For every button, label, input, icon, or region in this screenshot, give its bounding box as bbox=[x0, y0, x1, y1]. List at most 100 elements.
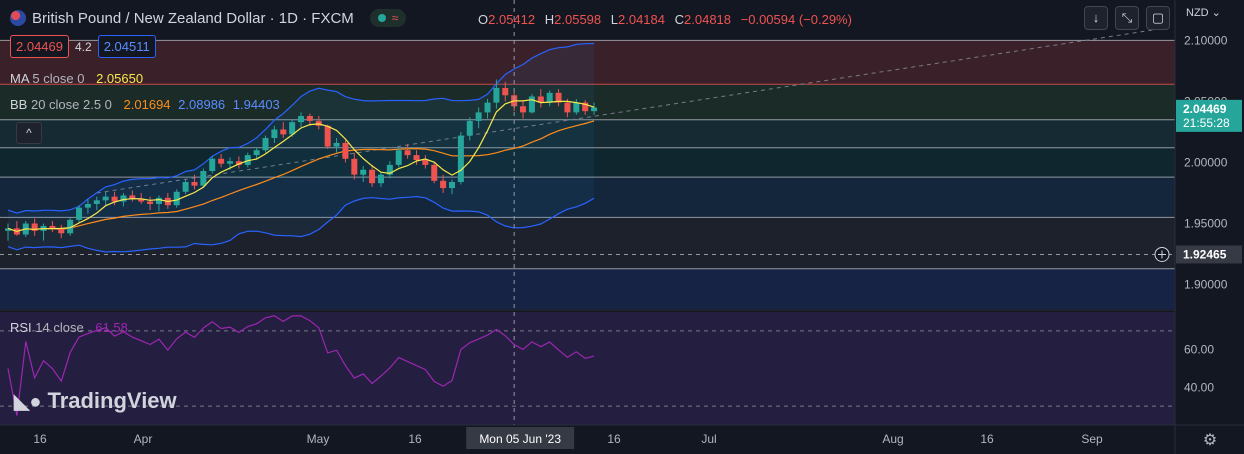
time-tick-label: 16 bbox=[980, 432, 994, 446]
candle-body bbox=[147, 201, 154, 204]
candle-body bbox=[200, 170, 207, 186]
candle bbox=[253, 147, 260, 159]
candle-body bbox=[555, 92, 562, 103]
candle-body bbox=[466, 120, 473, 136]
candle-body bbox=[395, 150, 402, 165]
candle bbox=[31, 218, 38, 236]
candle-body bbox=[253, 150, 260, 156]
candle bbox=[333, 138, 340, 153]
time-tick-label: 16 bbox=[408, 432, 422, 446]
candle-body bbox=[377, 174, 384, 184]
candle bbox=[111, 191, 118, 206]
market-status-pill[interactable]: ≈ bbox=[369, 9, 407, 27]
candle bbox=[235, 156, 242, 169]
collapse-legend-button[interactable]: ^ bbox=[16, 122, 42, 144]
candle-body bbox=[129, 195, 136, 200]
gear-icon[interactable]: ⚙ bbox=[1202, 432, 1218, 449]
candle bbox=[76, 205, 83, 223]
candle-body bbox=[333, 142, 340, 147]
candle-body bbox=[573, 102, 580, 113]
buy-price-button[interactable]: 2.04511 bbox=[97, 35, 156, 58]
symbol-title[interactable]: British Pound / New Zealand Dollar · 1D … bbox=[10, 9, 407, 27]
tradingview-logo[interactable]: ◣● TradingView bbox=[14, 388, 177, 414]
candle bbox=[200, 168, 207, 189]
rsi-value: 61.58 bbox=[95, 320, 128, 335]
candle-body bbox=[49, 225, 56, 229]
market-open-dot-icon bbox=[377, 14, 386, 22]
price-tick-label: 1.90000 bbox=[1184, 278, 1228, 292]
bb-basis-value: 2.01694 bbox=[123, 97, 171, 112]
candle-body bbox=[93, 200, 100, 204]
bb-params: 20 close 2.5 0 bbox=[30, 97, 112, 112]
ma-legend[interactable]: MA 5 close 0 2.05650 bbox=[10, 71, 143, 86]
candle-body bbox=[155, 197, 162, 204]
arrow-down-icon[interactable]: ↓ bbox=[1084, 6, 1108, 30]
price-zone-band bbox=[0, 268, 1175, 309]
rsi-label: RSI bbox=[10, 320, 32, 335]
chevron-down-icon: ⌄ bbox=[1211, 7, 1221, 19]
candle bbox=[422, 155, 429, 169]
fullscreen-icon[interactable]: ⤡ bbox=[1115, 6, 1139, 30]
candle bbox=[244, 152, 251, 168]
candle-body bbox=[5, 228, 11, 231]
candle bbox=[289, 119, 296, 137]
candle bbox=[573, 98, 580, 115]
price-zone-band bbox=[0, 40, 1175, 85]
candle bbox=[520, 101, 527, 119]
candle bbox=[173, 189, 180, 208]
candle-body bbox=[227, 161, 233, 164]
candle-body bbox=[475, 112, 482, 121]
currency-selector[interactable]: NZD ⌄ bbox=[1186, 6, 1221, 19]
candle bbox=[404, 144, 411, 159]
bb-legend[interactable]: BB 20 close 2.5 0 2.01694 2.08986 1.9440… bbox=[10, 97, 280, 112]
candle bbox=[49, 221, 56, 233]
high-key: H bbox=[544, 12, 555, 27]
candle-body bbox=[457, 135, 464, 182]
candle-body bbox=[84, 203, 91, 208]
change-value: −0.00594 (−0.29%) bbox=[740, 12, 852, 27]
candle-body bbox=[404, 150, 411, 156]
high-value: 2.05598 bbox=[554, 12, 602, 27]
screenshot-icon[interactable]: ▢ bbox=[1146, 6, 1170, 30]
candle bbox=[306, 113, 313, 126]
candle-body bbox=[289, 122, 296, 135]
time-tick-label: May bbox=[307, 432, 330, 446]
candle bbox=[5, 223, 11, 241]
price-zone-band bbox=[0, 147, 1175, 178]
rsi-line bbox=[7, 315, 595, 416]
wave-icon: ≈ bbox=[391, 11, 399, 25]
candle-body bbox=[351, 158, 358, 175]
candle bbox=[546, 90, 553, 107]
time-tick-label: 16 bbox=[607, 432, 621, 446]
candle-body bbox=[306, 116, 313, 121]
candle bbox=[218, 153, 225, 168]
time-tick-label: Aug bbox=[882, 432, 903, 446]
candle-body bbox=[369, 169, 376, 184]
candle bbox=[431, 162, 438, 184]
bb-upper-value: 2.08986 bbox=[178, 97, 226, 112]
candle bbox=[369, 164, 376, 187]
candle-body bbox=[271, 129, 278, 139]
candle bbox=[466, 117, 473, 141]
time-tick-label: Sep bbox=[1081, 432, 1103, 446]
last-price-badge bbox=[1176, 99, 1242, 132]
last-price-label: 2.04469 bbox=[1183, 102, 1227, 116]
candle bbox=[413, 150, 420, 165]
candle-body bbox=[182, 181, 189, 192]
sell-price-button[interactable]: 2.04469 bbox=[10, 35, 69, 58]
candle bbox=[528, 94, 535, 114]
rsi-legend[interactable]: RSI 14 close 61.58 bbox=[10, 320, 128, 335]
candle bbox=[280, 122, 287, 139]
candle-body bbox=[422, 160, 429, 165]
candle-body bbox=[111, 196, 118, 202]
candle bbox=[191, 174, 198, 190]
candle-body bbox=[386, 164, 393, 175]
candle bbox=[360, 166, 367, 182]
candle-body bbox=[262, 138, 269, 151]
candle-body bbox=[244, 155, 251, 165]
candle-body bbox=[58, 228, 65, 234]
candle-body bbox=[31, 223, 38, 231]
candle bbox=[342, 140, 349, 163]
candle-body bbox=[209, 158, 216, 171]
